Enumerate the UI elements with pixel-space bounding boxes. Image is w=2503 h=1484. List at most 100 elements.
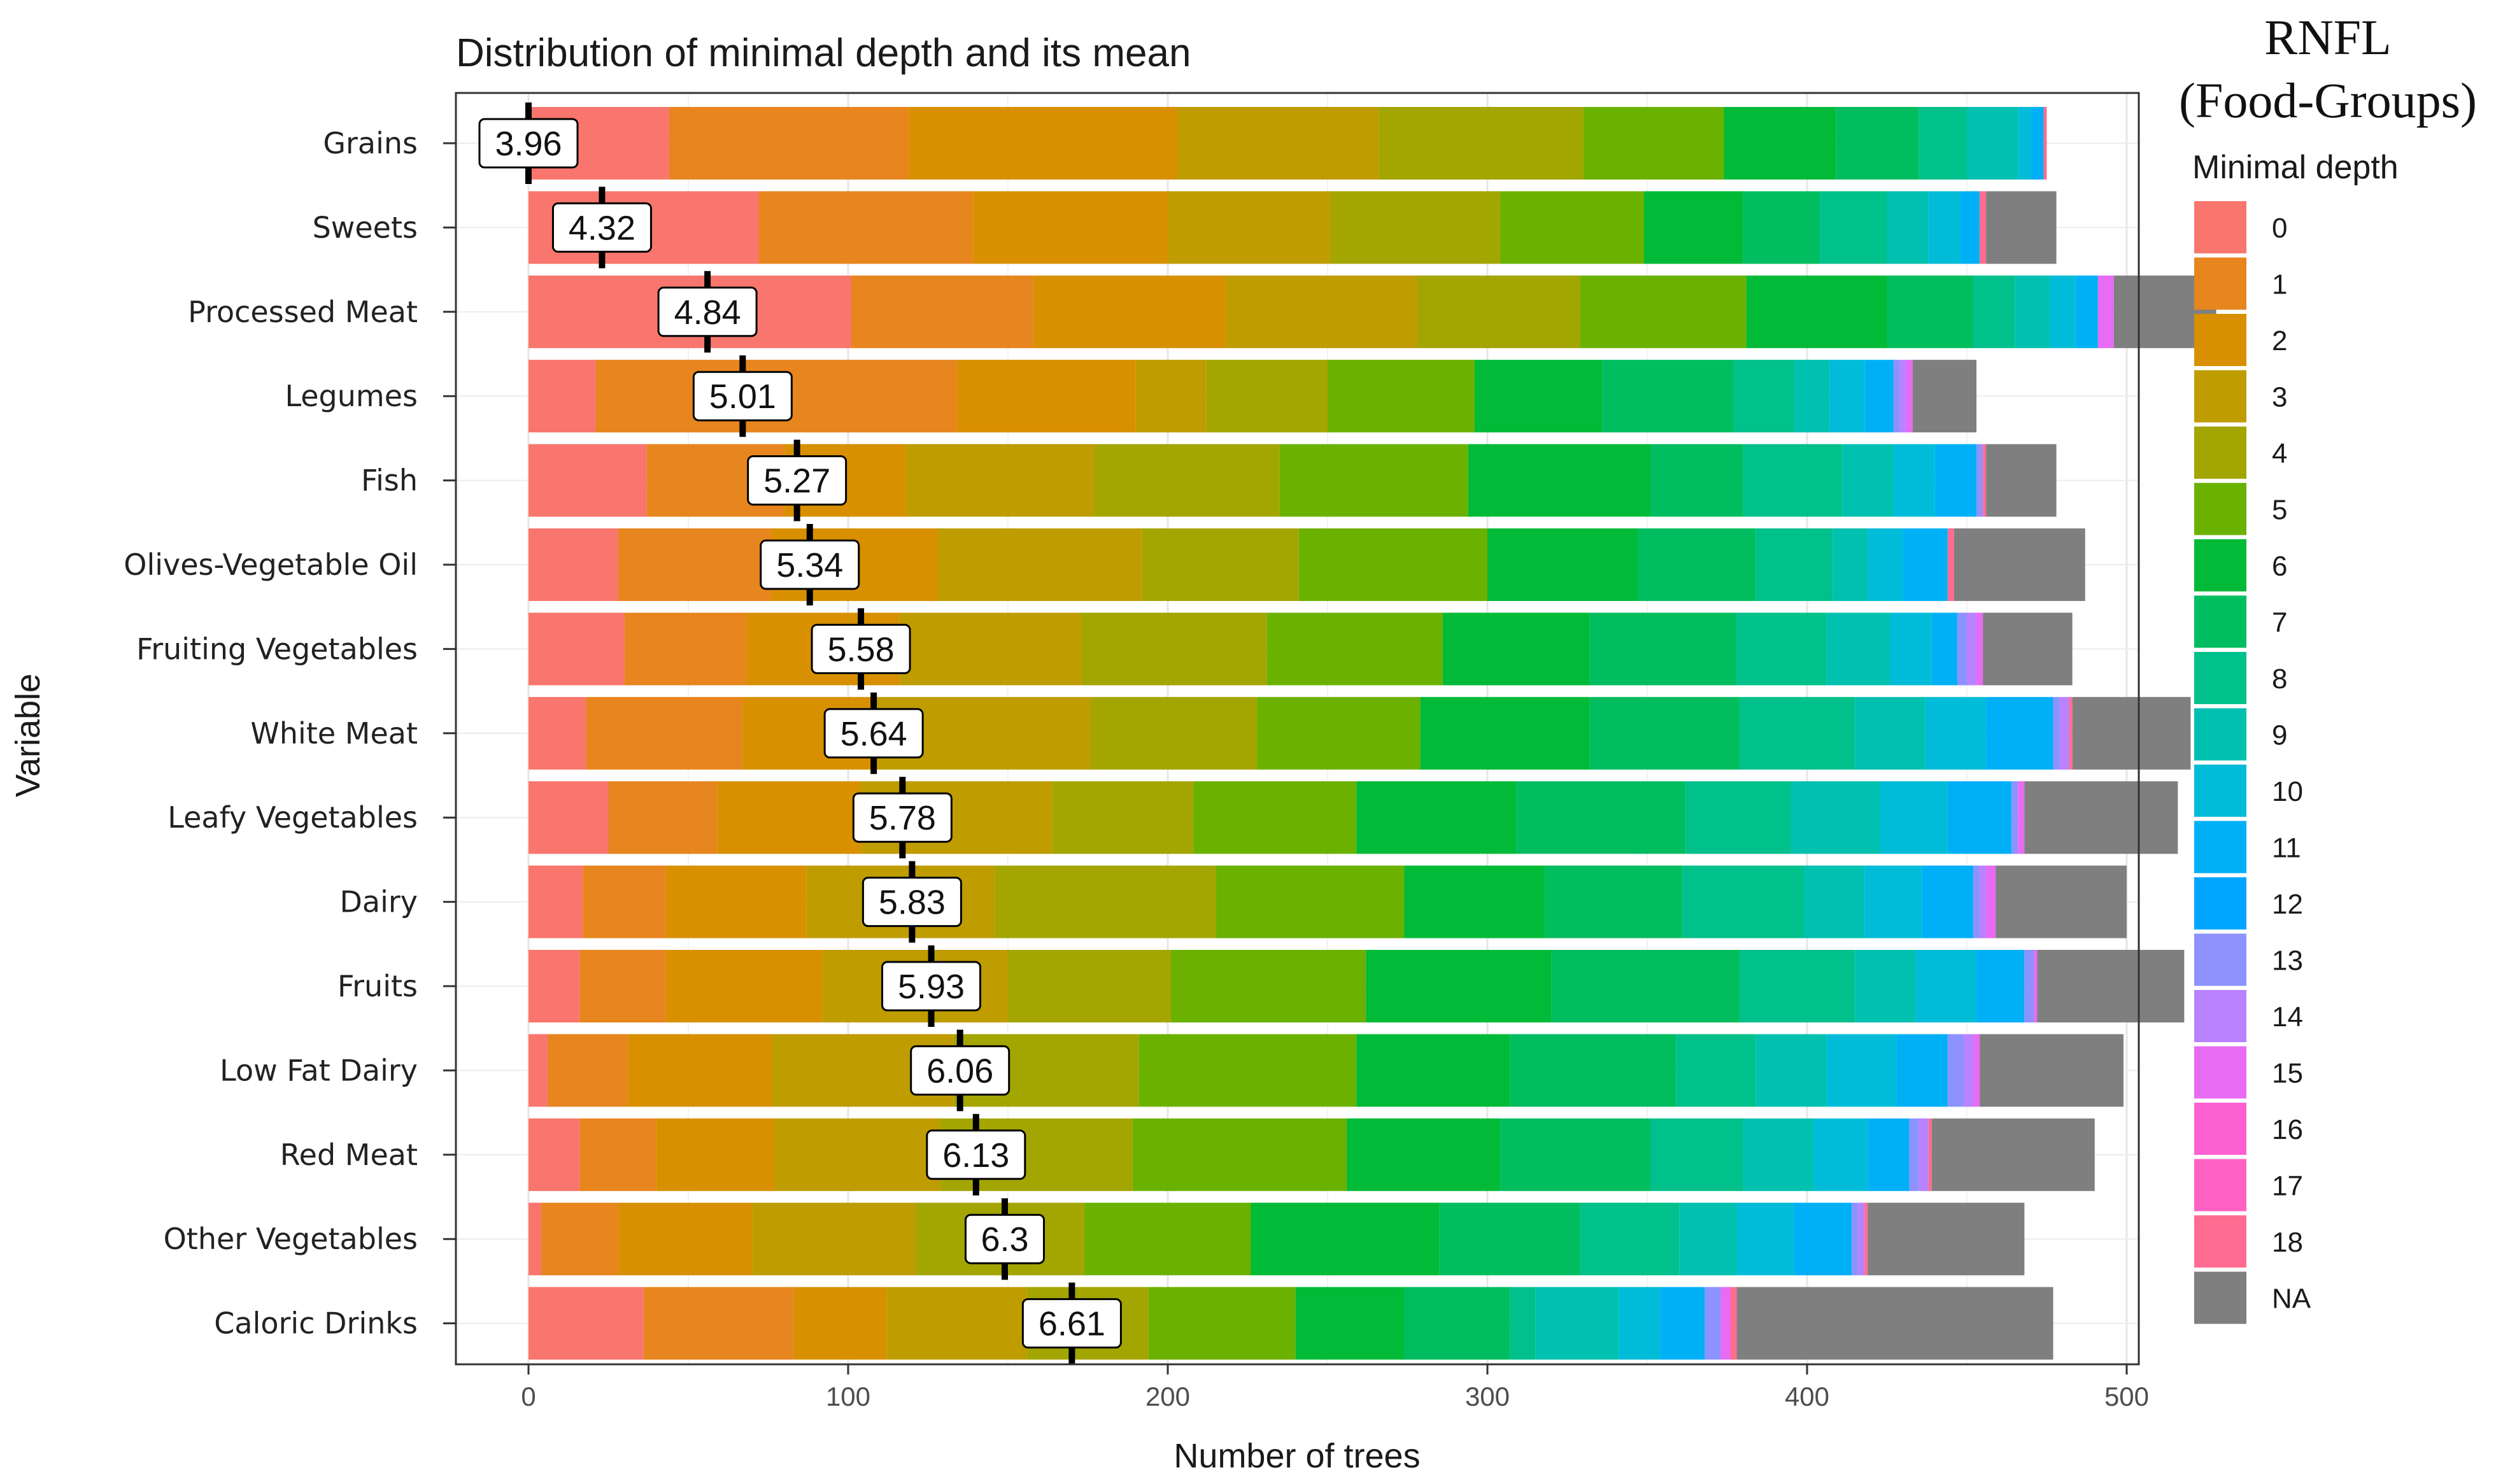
bar-legumes <box>528 360 1977 433</box>
x-tick-label-200: 200 <box>1145 1382 1190 1411</box>
bar-segment-leafy-vegetables-depth-15 <box>2018 781 2025 854</box>
bar-segment-low-fat-dairy-depth-9 <box>1755 1034 1827 1107</box>
mean-marker-fruits: 5.93 <box>881 945 982 1027</box>
mean-label-processed-meat: 4.84 <box>674 293 741 332</box>
x-axis: 0 100 200 300 400 500 <box>521 1364 2149 1411</box>
bar-segment-fruits-depth-2 <box>665 950 823 1022</box>
bar-segment-legumes-depth-na <box>1912 360 1977 433</box>
mean-marker-sweets: 4.32 <box>551 187 652 269</box>
bar-segment-fish-depth-18 <box>1983 444 1987 517</box>
legend-item-na: NA <box>2194 1271 2311 1324</box>
bar-segment-white-meat-depth-1 <box>586 696 743 770</box>
bar-segment-other-vegetables-depth-0 <box>528 1203 542 1276</box>
legend-swatch <box>2194 990 2246 1042</box>
legend-label: 13 <box>2272 945 2303 977</box>
x-tick-label-300: 300 <box>1465 1382 1510 1411</box>
bar-segment-fish-depth-9 <box>1842 444 1894 517</box>
bar-segment-low-fat-dairy-depth-2 <box>627 1034 772 1107</box>
legend-item-18: 18 <box>2194 1215 2303 1268</box>
bar-segment-white-meat-depth-7 <box>1589 696 1740 770</box>
bar-segment-white-meat-depth-10 <box>1925 696 1987 770</box>
bar-segment-low-fat-dairy-depth-11 <box>1896 1034 1948 1107</box>
bar-segment-sweets-depth-3 <box>1168 191 1331 264</box>
bar-segment-other-vegetables-depth-na <box>1868 1203 2025 1276</box>
legend-item-2: 2 <box>2194 314 2287 366</box>
legend-swatch <box>2194 708 2246 761</box>
bar-segment-fruiting-vegetables-depth-6 <box>1442 612 1590 686</box>
bar-segment-grains-depth-11 <box>2031 107 2044 180</box>
legend-swatch <box>2194 877 2246 929</box>
bar-segment-fish-depth-11 <box>1934 444 1977 517</box>
legend-label: 12 <box>2272 889 2303 920</box>
mean-label-fruits: 5.93 <box>898 968 965 1006</box>
category-label-white-meat: White Meat <box>250 716 418 751</box>
bar-segment-legumes-depth-7 <box>1602 360 1734 433</box>
bar-segment-sweets-depth-8 <box>1820 191 1887 264</box>
bar-segment-white-meat-depth-9 <box>1855 696 1925 770</box>
mean-label-caloric-drinks: 6.61 <box>1039 1305 1105 1343</box>
bar-dairy <box>528 865 2127 938</box>
x-tick-label-500: 500 <box>2104 1382 2149 1411</box>
bar-segment-fish-depth-4 <box>1094 444 1280 517</box>
legend-swatch <box>2194 1271 2246 1324</box>
legend-swatch <box>2194 821 2246 873</box>
bar-segment-dairy-depth-0 <box>528 865 583 938</box>
bar-segment-fruits-depth-7 <box>1551 950 1740 1022</box>
bar-segment-low-fat-dairy-depth-14 <box>1963 1034 1974 1107</box>
bar-segment-processed-meat-depth-4 <box>1417 275 1580 348</box>
bar-segment-processed-meat-depth-11 <box>2075 275 2098 348</box>
bar-segment-grains-depth-7 <box>1836 107 1919 180</box>
bar-segment-red-meat-depth-18 <box>1928 1118 1932 1191</box>
legend-item-15: 15 <box>2194 1046 2303 1099</box>
legend-label: 0 <box>2272 213 2287 244</box>
legend-label: 1 <box>2272 269 2287 300</box>
bar-segment-red-meat-depth-0 <box>528 1118 580 1191</box>
mean-label-box <box>862 877 962 928</box>
stacked-bars <box>528 107 2216 1360</box>
bar-segment-other-vegetables-depth-14 <box>1858 1203 1865 1276</box>
bar-segment-fruits-depth-15 <box>2034 950 2038 1022</box>
bar-segment-fruiting-vegetables-depth-5 <box>1266 612 1443 686</box>
bar-segment-fish-depth-7 <box>1650 444 1743 517</box>
legend-item-3: 3 <box>2194 370 2287 423</box>
bar-segment-olives-vegetable-oil-depth-3 <box>937 528 1142 601</box>
mean-marker-legumes: 5.01 <box>692 355 793 437</box>
bar-segment-leafy-vegetables-depth-10 <box>1880 781 1948 854</box>
category-label-other-vegetables: Other Vegetables <box>164 1222 418 1256</box>
bar-segment-caloric-drinks-depth-3 <box>886 1287 1028 1360</box>
mean-label-box <box>760 539 860 590</box>
legend-item-11: 11 <box>2194 821 2301 873</box>
bar-segment-legumes-depth-3 <box>1135 360 1207 433</box>
mean-label-low-fat-dairy: 6.06 <box>926 1052 993 1090</box>
bar-segment-caloric-drinks-depth-7 <box>1404 1287 1510 1360</box>
bar-segment-legumes-depth-4 <box>1206 360 1328 433</box>
bar-low-fat-dairy <box>528 1034 2124 1107</box>
bar-segment-red-meat-depth-na <box>1931 1118 2095 1191</box>
bar-segment-red-meat-depth-8 <box>1650 1118 1743 1191</box>
bar-segment-legumes-depth-14 <box>1899 360 1906 433</box>
overlay-title-line-1: RNFL <box>2264 10 2391 65</box>
category-label-processed-meat: Processed Meat <box>188 295 418 329</box>
bar-segment-processed-meat-depth-15 <box>2097 275 2114 348</box>
bar-segment-dairy-depth-11 <box>1922 865 1974 938</box>
bar-segment-low-fat-dairy-depth-8 <box>1676 1034 1756 1107</box>
bar-segment-fish-depth-13 <box>1976 444 1983 517</box>
legend-label: 3 <box>2272 382 2287 413</box>
mean-label-leafy-vegetables: 5.78 <box>869 799 936 837</box>
legend-item-8: 8 <box>2194 652 2287 704</box>
bar-grains <box>528 107 2047 180</box>
mean-label-red-meat: 6.13 <box>942 1136 1009 1175</box>
bar-processed-meat <box>528 275 2216 348</box>
bar-segment-fruits-depth-1 <box>579 950 666 1022</box>
category-label-fruits: Fruits <box>337 969 418 1003</box>
bar-segment-other-vegetables-depth-9 <box>1679 1203 1737 1276</box>
bar-segment-white-meat-depth-14 <box>2059 696 2069 770</box>
bar-segment-fruiting-vegetables-depth-10 <box>1890 612 1932 686</box>
mean-label-fruiting-vegetables: 5.58 <box>828 630 895 668</box>
bar-segment-low-fat-dairy-depth-13 <box>1947 1034 1964 1107</box>
legend-swatch <box>2194 539 2246 591</box>
legend-swatch <box>2194 933 2246 986</box>
bar-segment-leafy-vegetables-depth-4 <box>1053 781 1194 854</box>
bar-segment-sweets-depth-1 <box>758 191 973 264</box>
